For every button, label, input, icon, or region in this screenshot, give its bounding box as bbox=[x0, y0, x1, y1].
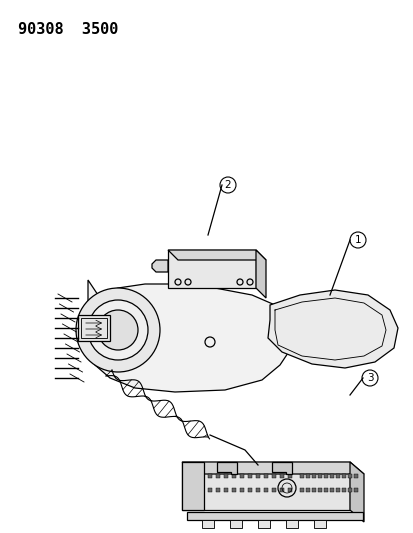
Bar bbox=[317, 488, 321, 492]
Bar bbox=[202, 520, 214, 528]
Bar bbox=[223, 488, 228, 492]
Bar bbox=[317, 474, 321, 478]
Bar bbox=[323, 474, 327, 478]
Bar bbox=[207, 474, 211, 478]
Bar bbox=[168, 250, 255, 288]
Bar bbox=[240, 488, 243, 492]
Bar bbox=[347, 488, 351, 492]
Bar bbox=[287, 488, 291, 492]
Bar bbox=[247, 474, 252, 478]
Polygon shape bbox=[88, 280, 291, 392]
Bar bbox=[255, 488, 259, 492]
Text: 3: 3 bbox=[366, 373, 373, 383]
Bar bbox=[182, 462, 349, 510]
Bar bbox=[187, 512, 362, 520]
Bar bbox=[335, 488, 339, 492]
Circle shape bbox=[88, 300, 147, 360]
Bar bbox=[255, 474, 259, 478]
Bar bbox=[305, 488, 309, 492]
Bar bbox=[335, 474, 339, 478]
Polygon shape bbox=[182, 462, 363, 474]
Bar bbox=[279, 488, 283, 492]
Polygon shape bbox=[182, 462, 204, 510]
Text: 1: 1 bbox=[354, 235, 361, 245]
Bar bbox=[341, 474, 345, 478]
Bar bbox=[271, 488, 275, 492]
Bar bbox=[299, 474, 303, 478]
Polygon shape bbox=[216, 462, 236, 474]
Text: 2: 2 bbox=[224, 180, 231, 190]
Bar bbox=[353, 474, 357, 478]
Bar bbox=[313, 520, 325, 528]
Bar bbox=[263, 488, 267, 492]
Bar bbox=[285, 520, 297, 528]
Bar bbox=[216, 488, 219, 492]
Bar bbox=[207, 488, 211, 492]
Bar bbox=[311, 474, 315, 478]
Bar bbox=[323, 488, 327, 492]
Bar bbox=[230, 520, 242, 528]
Bar bbox=[279, 474, 283, 478]
Bar bbox=[263, 474, 267, 478]
Bar bbox=[240, 474, 243, 478]
Bar bbox=[247, 488, 252, 492]
Bar bbox=[231, 474, 235, 478]
Bar bbox=[81, 318, 107, 338]
Text: 90308  3500: 90308 3500 bbox=[18, 22, 118, 37]
Bar bbox=[347, 474, 351, 478]
Bar bbox=[78, 315, 110, 341]
Circle shape bbox=[76, 288, 159, 372]
Polygon shape bbox=[349, 462, 363, 522]
Bar bbox=[329, 488, 333, 492]
Bar bbox=[287, 474, 291, 478]
Bar bbox=[223, 474, 228, 478]
Polygon shape bbox=[271, 462, 291, 474]
Bar bbox=[341, 488, 345, 492]
Polygon shape bbox=[267, 290, 397, 368]
Bar bbox=[257, 520, 269, 528]
Bar bbox=[216, 474, 219, 478]
Bar bbox=[299, 488, 303, 492]
Bar bbox=[231, 488, 235, 492]
Circle shape bbox=[98, 310, 138, 350]
Bar bbox=[353, 488, 357, 492]
Polygon shape bbox=[255, 250, 266, 298]
Bar bbox=[271, 474, 275, 478]
Polygon shape bbox=[168, 250, 266, 260]
Bar bbox=[329, 474, 333, 478]
Bar bbox=[311, 488, 315, 492]
Bar bbox=[305, 474, 309, 478]
Polygon shape bbox=[152, 260, 168, 272]
